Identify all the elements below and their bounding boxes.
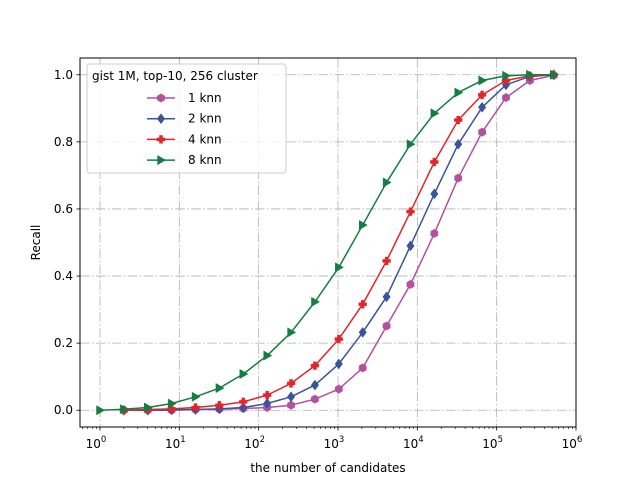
data-point (526, 69, 535, 80)
data-point (334, 384, 343, 394)
legend-marker (157, 93, 165, 103)
data-point (454, 115, 463, 125)
data-point (334, 334, 343, 344)
series-line (99, 74, 554, 411)
x-tick-label: 103 (324, 435, 345, 451)
data-point (287, 327, 297, 338)
data-point (406, 139, 416, 150)
y-tick-label: 0.6 (54, 202, 73, 216)
y-tick-label: 0.0 (54, 403, 73, 417)
data-point (263, 398, 272, 409)
data-point (120, 404, 129, 415)
data-point (311, 394, 319, 404)
data-point (335, 262, 344, 273)
legend-label: 1 knn (188, 91, 222, 105)
data-point (406, 240, 415, 252)
series-3 (119, 70, 558, 415)
data-point (191, 403, 200, 412)
data-point (382, 177, 392, 188)
data-point (358, 326, 367, 338)
data-point (502, 70, 512, 81)
data-point (358, 220, 368, 231)
y-tick-label: 0.8 (54, 135, 73, 149)
data-point (406, 207, 415, 216)
axis-ticks: 100 101 102 103 104 105 106 0.0 0.2 0.4 0.6 0.8 1.0 (54, 68, 582, 451)
x-tick-label: 100 (86, 435, 107, 451)
legend-entry: 1 knn (147, 91, 222, 105)
data-point (215, 401, 224, 410)
y-tick-label: 1.0 (54, 68, 73, 82)
data-point (406, 279, 415, 289)
legend-label: 2 knn (188, 112, 222, 126)
legend-marker (157, 155, 167, 166)
data-point (334, 358, 343, 370)
data-point (239, 397, 248, 406)
data-point (311, 296, 321, 307)
legend-entry: 8 knn (147, 153, 222, 167)
plot-frame (79, 57, 577, 428)
data-point (477, 90, 487, 100)
data-point (144, 402, 153, 413)
data-point (263, 350, 273, 361)
legend-title: gist 1M, top-10, 256 cluster (92, 69, 258, 83)
data-point (501, 76, 511, 85)
data-point (454, 87, 464, 98)
data-point (382, 321, 391, 331)
data-point (215, 383, 225, 394)
data-point (502, 93, 510, 103)
data-point (358, 363, 367, 373)
data-point (382, 256, 391, 266)
data-point (430, 108, 440, 119)
data-point (167, 404, 176, 414)
data-point (310, 379, 319, 391)
data-point (96, 405, 106, 416)
series-layer (96, 69, 559, 416)
data-point (478, 101, 487, 113)
legend-entry: 2 knn (147, 112, 222, 126)
data-point (287, 400, 295, 410)
data-point (239, 402, 248, 413)
x-tick-label: 102 (244, 435, 265, 451)
data-point (286, 379, 296, 388)
legend-label: 4 knn (188, 132, 222, 146)
data-point (310, 361, 320, 370)
x-tick-label: 106 (562, 435, 583, 451)
x-tick-label: 104 (403, 435, 424, 451)
data-point (382, 291, 391, 303)
data-point (550, 69, 559, 80)
legend-marker (156, 135, 166, 144)
data-point (478, 127, 486, 137)
legend: gist 1M, top-10, 256 cluster 1 knn 2 knn 4… (86, 63, 287, 174)
data-point (167, 398, 177, 409)
data-point (430, 228, 439, 238)
series-4 (96, 69, 559, 416)
data-point (239, 368, 249, 380)
x-tick-label: 101 (165, 435, 186, 451)
legend-label: 8 knn (188, 153, 222, 167)
y-tick-label: 0.2 (54, 336, 73, 350)
y-tick-label: 0.4 (54, 269, 73, 283)
data-point (286, 391, 296, 403)
data-point (454, 138, 463, 150)
data-point (478, 75, 488, 86)
x-tick-label: 105 (482, 435, 503, 451)
data-point (263, 390, 272, 400)
y-axis-label: Recall (29, 225, 43, 261)
x-axis-label: the number of candidates (250, 461, 405, 475)
data-point (191, 391, 201, 402)
data-point (430, 157, 439, 167)
legend-box (86, 63, 287, 174)
legend-entry: 4 knn (147, 132, 222, 146)
legend-marker (156, 113, 166, 125)
data-point (430, 188, 439, 200)
data-point (454, 173, 463, 183)
data-point (358, 300, 367, 309)
